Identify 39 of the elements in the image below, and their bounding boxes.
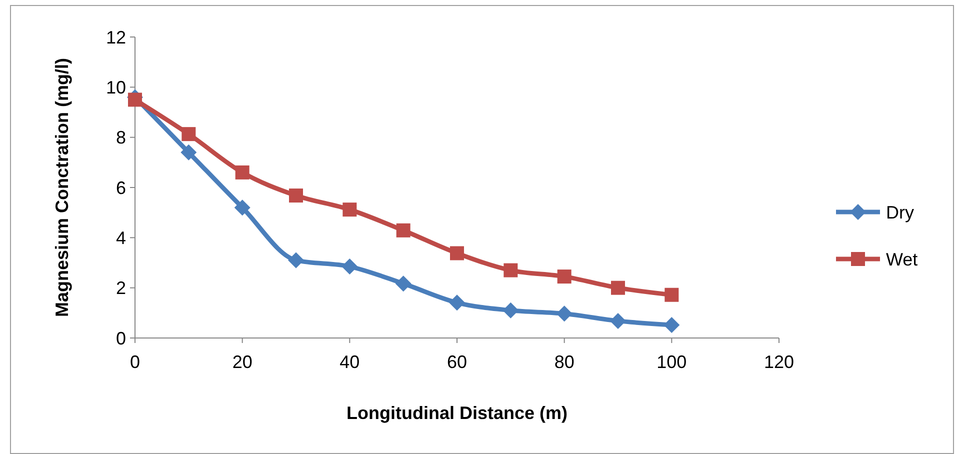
point — [180, 144, 197, 160]
point — [182, 127, 196, 142]
point — [234, 200, 250, 216]
x-axis-title: Longitudinal Distance (m) — [346, 403, 568, 423]
point — [449, 294, 465, 311]
y-tick-label: 12 — [106, 27, 126, 48]
point — [235, 165, 250, 180]
y-axis-title: Magnesium Conctration (mg/l) — [52, 58, 72, 318]
point — [396, 223, 410, 238]
y-tick-label: 8 — [116, 128, 126, 148]
point — [342, 202, 357, 217]
point — [450, 246, 464, 260]
point — [342, 258, 358, 275]
point — [502, 302, 519, 318]
y-tick-label: 10 — [106, 77, 126, 98]
x-tick-label: 60 — [446, 352, 468, 372]
point — [128, 92, 142, 107]
point — [664, 288, 679, 302]
y-tick-label: 0 — [116, 328, 126, 348]
point — [288, 252, 304, 268]
point — [556, 306, 572, 322]
y-tick-label: 4 — [116, 228, 126, 248]
point — [289, 188, 303, 203]
point — [557, 270, 572, 284]
x-tick-label: 20 — [232, 352, 252, 372]
x-tick-label: 120 — [764, 352, 794, 372]
y-tick-label: 6 — [116, 178, 126, 198]
x-tick-label: 100 — [656, 352, 687, 372]
x-tick-label: 0 — [130, 352, 140, 372]
x-tick-label: 80 — [554, 352, 574, 372]
x-tick-label: 40 — [340, 352, 360, 372]
legend-label: Dry — [886, 202, 914, 222]
legend-label: Wet — [886, 249, 918, 270]
y-tick-label: 2 — [116, 278, 126, 298]
point — [395, 276, 412, 292]
point — [504, 263, 518, 278]
point — [611, 280, 625, 295]
point — [610, 312, 626, 329]
point — [664, 316, 680, 333]
